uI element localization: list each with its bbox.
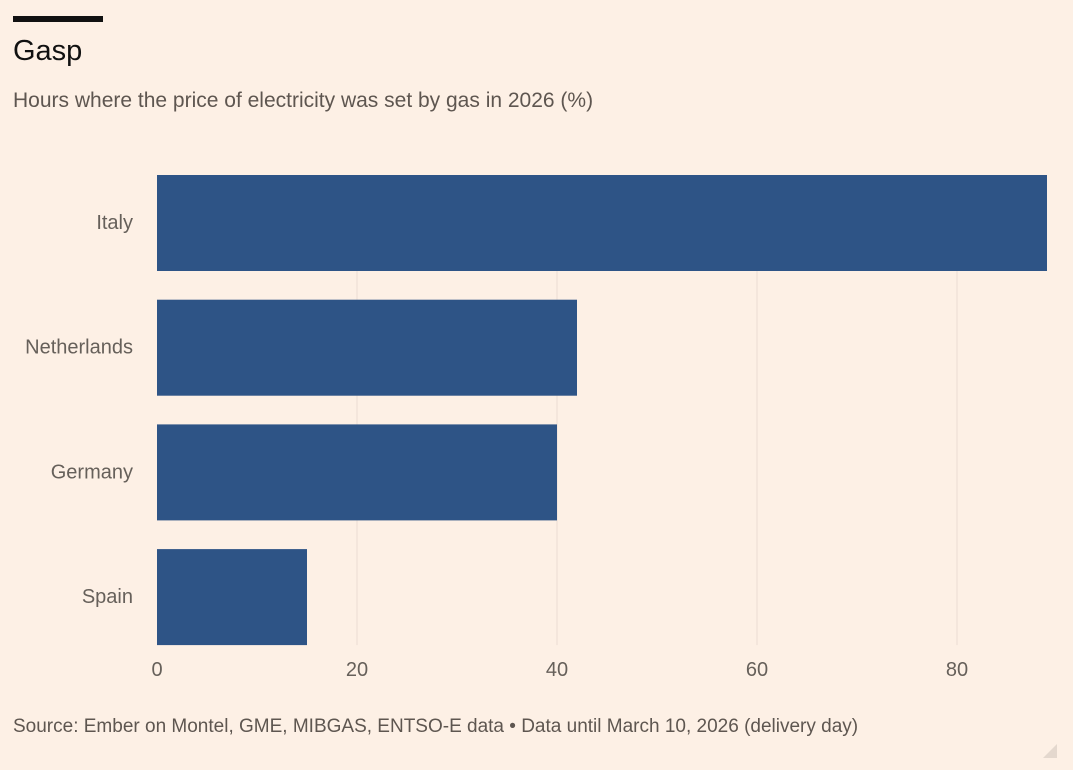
title-rule bbox=[13, 16, 103, 22]
category-label: Germany bbox=[51, 461, 133, 483]
resize-corner-icon bbox=[1043, 744, 1057, 758]
category-label: Spain bbox=[82, 586, 133, 608]
x-tick-label: 20 bbox=[346, 659, 368, 681]
category-label: Netherlands bbox=[25, 337, 133, 359]
x-tick-label: 0 bbox=[151, 659, 162, 681]
bar-chart: Italy Netherlands Germany Spain 0 20 40 60 80 bbox=[25, 175, 1047, 681]
bars bbox=[157, 175, 1047, 646]
category-labels: Italy Netherlands Germany Spain bbox=[25, 212, 133, 608]
x-tick-label: 60 bbox=[746, 659, 768, 681]
x-axis-ticks: 0 20 40 60 80 bbox=[151, 659, 968, 681]
x-tick-label: 40 bbox=[546, 659, 568, 681]
chart-title: Gasp bbox=[13, 35, 83, 67]
bar-netherlands bbox=[157, 299, 577, 396]
source-note: Source: Ember on Montel, GME, MIBGAS, EN… bbox=[13, 716, 859, 737]
bar-germany bbox=[157, 424, 557, 521]
x-tick-label: 80 bbox=[946, 659, 968, 681]
bar-italy bbox=[157, 175, 1047, 271]
chart-subtitle: Hours where the price of electricity was… bbox=[13, 89, 594, 112]
category-label: Italy bbox=[96, 212, 133, 234]
bar-spain bbox=[157, 549, 307, 646]
